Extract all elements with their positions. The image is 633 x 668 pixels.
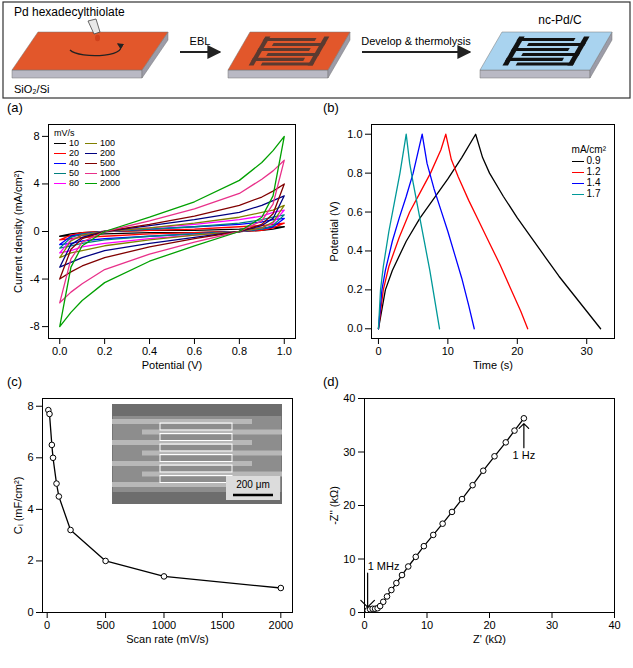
svg-text:2000: 2000 xyxy=(269,619,293,631)
html-text:(d): (d) xyxy=(323,374,339,389)
html-text:1.4: 1.4 xyxy=(586,177,601,188)
svg-text:0: 0 xyxy=(375,345,381,357)
svg-text:0.0: 0.0 xyxy=(347,322,362,334)
svg-text:-8: -8 xyxy=(30,320,40,332)
svg-text:0.2: 0.2 xyxy=(97,345,112,357)
html-text:(a): (a) xyxy=(7,100,23,115)
svg-text:Pd hexadecylthiolate: Pd hexadecylthiolate xyxy=(14,5,125,19)
svg-text:0.8: 0.8 xyxy=(232,345,247,357)
svg-text:1.0: 1.0 xyxy=(347,128,362,140)
svg-text:Develop & thermolysis: Develop & thermolysis xyxy=(361,35,471,47)
svg-text:Current density (mA/cm²): Current density (mA/cm²) xyxy=(12,170,24,293)
html-text:0.9: 0.9 xyxy=(586,155,601,166)
svg-text:20: 20 xyxy=(511,345,523,357)
html-text:500: 500 xyxy=(100,158,115,168)
svg-text:Z' (kΩ): Z' (kΩ) xyxy=(473,633,506,645)
html-text:50: 50 xyxy=(69,168,79,178)
svg-text:40: 40 xyxy=(343,392,355,404)
html-text:40: 40 xyxy=(69,158,79,168)
svg-text:10: 10 xyxy=(442,345,454,357)
svg-text:2: 2 xyxy=(27,554,33,566)
html-text:(c): (c) xyxy=(7,374,23,389)
svg-text:Potential (V): Potential (V) xyxy=(328,201,340,262)
svg-text:8: 8 xyxy=(27,400,33,412)
svg-text:30: 30 xyxy=(343,446,355,458)
svg-text:Time (s): Time (s) xyxy=(473,359,513,371)
svg-text:30: 30 xyxy=(581,345,593,357)
svg-text:10: 10 xyxy=(343,553,355,565)
svg-text:500: 500 xyxy=(96,619,114,631)
svg-text:0.2: 0.2 xyxy=(347,283,362,295)
svg-text:-Z'' (kΩ): -Z'' (kΩ) xyxy=(328,486,340,525)
svg-text:0: 0 xyxy=(361,619,367,631)
svg-text:0: 0 xyxy=(349,606,355,618)
svg-text:1000: 1000 xyxy=(152,619,176,631)
svg-text:0: 0 xyxy=(27,606,33,618)
svg-text:0.4: 0.4 xyxy=(347,244,362,256)
svg-text:SiO₂/Si: SiO₂/Si xyxy=(14,83,49,95)
svg-text:0.4: 0.4 xyxy=(142,345,157,357)
svg-text:-4: -4 xyxy=(30,273,40,285)
html-text:(b): (b) xyxy=(323,100,339,115)
html-text:10: 10 xyxy=(69,138,79,148)
svg-text:200 μm: 200 μm xyxy=(236,479,270,490)
svg-text:10: 10 xyxy=(421,619,433,631)
svg-text:Cₗ (mF/cm²): Cₗ (mF/cm²) xyxy=(12,477,24,535)
html-text:1000: 1000 xyxy=(100,168,120,178)
svg-text:1500: 1500 xyxy=(210,619,234,631)
svg-text:0.0: 0.0 xyxy=(52,345,67,357)
svg-text:6: 6 xyxy=(27,451,33,463)
svg-text:30: 30 xyxy=(546,619,558,631)
svg-text:0.8: 0.8 xyxy=(347,167,362,179)
html-text:mA/cm²: mA/cm² xyxy=(571,144,606,155)
svg-text:0: 0 xyxy=(33,225,39,237)
html-text:200: 200 xyxy=(100,148,115,158)
svg-text:8: 8 xyxy=(33,130,39,142)
html-text:20: 20 xyxy=(69,148,79,158)
svg-text:0: 0 xyxy=(44,619,50,631)
svg-text:20: 20 xyxy=(343,499,355,511)
svg-text:1.0: 1.0 xyxy=(277,345,292,357)
svg-text:4: 4 xyxy=(33,177,39,189)
svg-text:nc-Pd/C: nc-Pd/C xyxy=(538,13,582,27)
svg-text:1 Hz: 1 Hz xyxy=(513,449,536,461)
svg-text:0.6: 0.6 xyxy=(187,345,202,357)
svg-text:4: 4 xyxy=(27,503,33,515)
html-text:80: 80 xyxy=(69,178,79,188)
html-text:100: 100 xyxy=(100,138,115,148)
svg-text:Potential (V): Potential (V) xyxy=(142,359,203,371)
html-text:1.2: 1.2 xyxy=(586,166,601,177)
svg-text:20: 20 xyxy=(483,619,495,631)
html-text:mV/s: mV/s xyxy=(54,128,75,138)
svg-text:40: 40 xyxy=(608,619,620,631)
html-text:2000: 2000 xyxy=(100,178,120,188)
html-text:1.7: 1.7 xyxy=(586,188,601,199)
svg-text:1 MHz: 1 MHz xyxy=(368,560,400,572)
svg-text:EBL: EBL xyxy=(190,35,211,47)
svg-text:0.6: 0.6 xyxy=(347,206,362,218)
svg-text:Scan rate (mV/s): Scan rate (mV/s) xyxy=(126,633,209,645)
